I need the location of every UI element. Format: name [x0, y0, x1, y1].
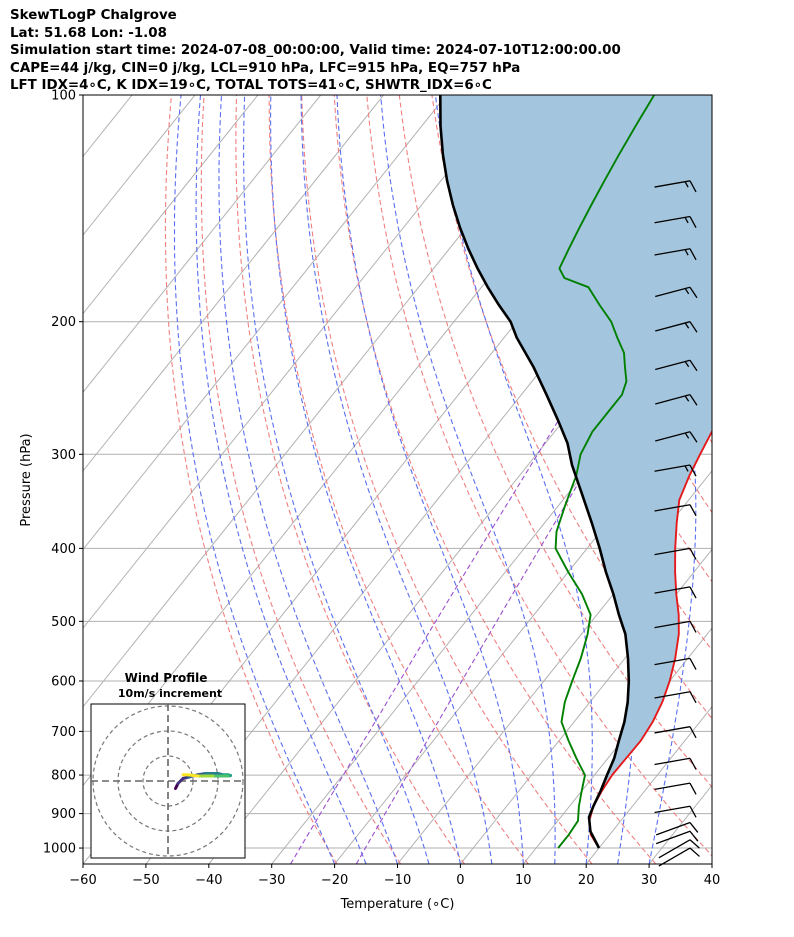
moist-adiabat: [243, 95, 430, 864]
x-tick-label: −20: [321, 873, 348, 888]
dry-adiabat: [235, 95, 465, 864]
parcel-profile-line: [439, 95, 631, 849]
wind-barb: [654, 215, 697, 228]
hodograph-inset: Wind Profile 10m/s increment: [90, 671, 246, 859]
temperature-line: [588, 429, 712, 849]
wind-barb: [654, 180, 697, 193]
dry-adiabat: [366, 95, 712, 857]
x-tick-label: 30: [641, 873, 658, 888]
isotherm-line: [83, 95, 510, 629]
title-indices-2: LFT IDX=4∘C, K IDX=19∘C, TOTAL TOTS=41∘C…: [10, 78, 492, 93]
y-axis-label: Pressure (hPa): [19, 433, 34, 526]
x-tick-label: −60: [69, 873, 96, 888]
title-station: SkewTLogP Chalgrove: [10, 8, 177, 23]
dry-adiabat: [301, 95, 593, 864]
dry-adiabat: [200, 95, 402, 864]
wind-barb: [654, 248, 697, 261]
wind-barb: [655, 821, 699, 836]
y-tick-label: 800: [51, 769, 76, 784]
y-tick-label: 400: [51, 542, 76, 557]
moist-adiabat: [218, 95, 399, 864]
moist-adiabat: [173, 95, 336, 864]
moist-adiabat: [195, 95, 367, 864]
dry-adiabat: [758, 95, 794, 864]
dry-adiabat: [790, 95, 794, 864]
wind-barb: [658, 847, 700, 867]
wind-barb: [658, 839, 700, 859]
profile-lines: [439, 95, 712, 849]
isotherm-line: [460, 548, 712, 864]
y-tick-label: 1000: [43, 842, 76, 857]
x-tick-label: −50: [132, 873, 159, 888]
x-tick-label: −30: [258, 873, 285, 888]
x-tick-label: 0: [456, 873, 464, 888]
wind-barb: [654, 547, 697, 560]
y-tick-label: 900: [51, 807, 76, 822]
wind-barb: [654, 620, 697, 633]
wind-barb: [654, 782, 697, 795]
wind-barb: [655, 286, 698, 299]
title-latlon: Lat: 51.68 Lon: -1.08: [10, 25, 167, 41]
cape-area: [440, 95, 712, 818]
isotherm-line: [397, 470, 712, 864]
wind-barb: [654, 586, 697, 599]
dry-adiabat: [398, 95, 712, 788]
wind-barb: [655, 830, 699, 845]
chart-title-block: SkewTLogP Chalgrove Lat: 51.68 Lon: -1.0…: [10, 7, 621, 95]
isotherm-line: [0, 95, 69, 864]
dry-adiabat: [164, 95, 338, 864]
wind-barb: [654, 504, 697, 517]
wind-barb: [654, 805, 697, 818]
isotherm-line: [83, 95, 322, 394]
isotherm-line: [83, 95, 447, 551]
y-tick-label: 100: [51, 89, 76, 104]
y-tick-label: 700: [51, 725, 76, 740]
wind-barb: [655, 359, 698, 372]
dry-adiabat: [725, 95, 794, 864]
x-axis-label: Temperature (∘C): [340, 897, 455, 912]
dry-adiabat: [268, 95, 529, 864]
title-times: Simulation start time: 2024-07-08_00:00:…: [10, 43, 621, 58]
y-tick-label: 200: [51, 315, 76, 330]
hodograph-title: Wind Profile: [125, 671, 208, 685]
wind-barb: [655, 394, 698, 406]
y-tick-label: 600: [51, 674, 76, 689]
axes: −60 −50 −40 −30 −20 −10 0 10 20 30 40 1000 900 800 700…: [43, 89, 720, 889]
x-tick-label: 20: [578, 873, 595, 888]
y-tick-label: 500: [51, 615, 76, 630]
isotherm-line: [711, 863, 712, 864]
isotherm-line: [83, 95, 196, 236]
wind-barbs: [654, 180, 700, 867]
wind-barb: [654, 691, 697, 704]
moist-adiabat: [300, 95, 493, 864]
isotherm-line: [83, 95, 385, 472]
wind-barb: [654, 757, 697, 770]
wind-barb: [654, 726, 697, 739]
wind-barb: [655, 431, 698, 443]
hodograph-subtitle: 10m/s increment: [118, 687, 222, 700]
isotherm-line: [585, 705, 712, 864]
x-tick-label: −40: [195, 873, 222, 888]
moist-adiabat: [336, 95, 524, 864]
wind-barb: [654, 464, 697, 477]
x-tick-label: 40: [704, 873, 721, 888]
dewpoint-line: [554, 95, 656, 849]
title-indices-1: CAPE=44 j/kg, CIN=0 j/kg, LCL=910 hPa, L…: [10, 60, 521, 76]
isotherm-line: [83, 95, 259, 315]
x-tick-label: −10: [384, 873, 411, 888]
moist-adiabat: [380, 95, 556, 864]
wind-barb: [654, 657, 697, 670]
dry-adiabat: [333, 95, 657, 864]
wind-barb: [655, 321, 698, 333]
hodograph-plot: [91, 704, 245, 858]
moist-adiabat: [270, 95, 461, 864]
y-tick-label: 300: [51, 448, 76, 463]
x-tick-label: 10: [515, 873, 532, 888]
